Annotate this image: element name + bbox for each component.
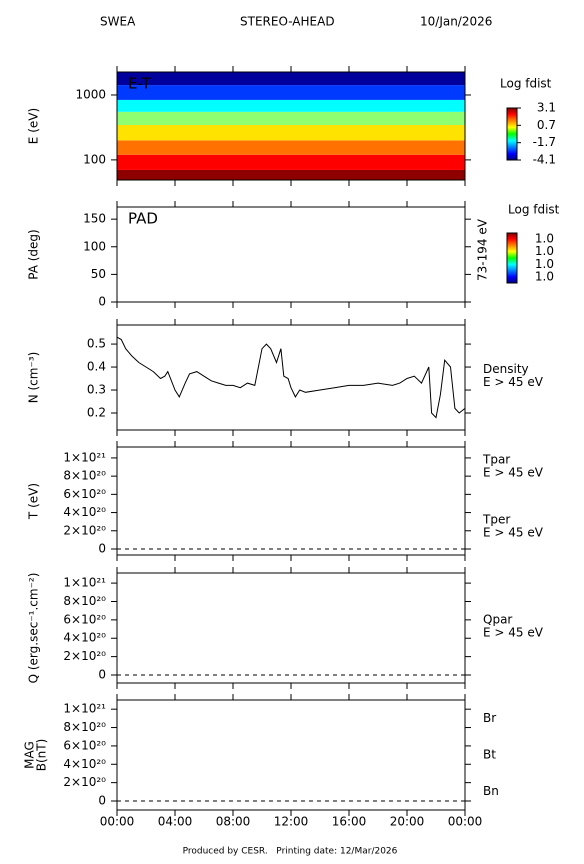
x-tick-label: 00:00: [100, 815, 135, 829]
y-axis-label: E (eV): [27, 108, 41, 144]
y-tick-label: 0.3: [87, 383, 106, 397]
colorbar-tick-label: 3.1: [537, 101, 556, 115]
y-axis-label: PA (deg): [27, 229, 41, 279]
spectrogram-band: [117, 169, 465, 180]
y-axis-label: N (cm⁻³): [27, 352, 41, 404]
y-tick-label: 1×10²¹: [63, 702, 106, 716]
spectrogram-band: [117, 99, 465, 112]
panel-annotation: E-T: [128, 75, 152, 93]
legend-name: Tpar: [482, 453, 510, 467]
spectrogram-band: [117, 124, 465, 141]
y-tick-label: 50: [91, 267, 106, 281]
colorbar: [506, 232, 518, 284]
y-tick-label: 0: [98, 668, 106, 682]
x-tick-label: 08:00: [216, 815, 251, 829]
y-tick-label: 8×10²⁰: [63, 720, 106, 734]
y-tick-label: 8×10²⁰: [63, 469, 106, 483]
y-tick-label: 0.4: [87, 360, 106, 374]
y-tick-label: 100: [83, 152, 106, 166]
y-axis-label: B(nT): [35, 739, 49, 772]
y-tick-label: 2×10²⁰: [63, 775, 106, 789]
spectrogram-band: [117, 140, 465, 155]
colorbar-tick-label: -4.1: [533, 153, 556, 167]
legend-name: Tper: [482, 513, 510, 527]
x-tick-label: 16:00: [332, 815, 367, 829]
colorbar-label: Log fdist: [500, 77, 552, 91]
colorbar-tick-label: 1.0: [535, 257, 554, 271]
y-tick-label: 0.5: [87, 337, 106, 351]
y-tick-label: 8×10²⁰: [63, 594, 106, 608]
y-tick-label: 4×10²⁰: [63, 631, 106, 645]
colorbar-tick-label: -1.7: [533, 135, 556, 149]
spectrogram-band: [117, 72, 465, 86]
y-tick-label: 2×10²⁰: [63, 649, 106, 663]
spectrogram-band: [117, 85, 465, 100]
spectrogram-band: [117, 154, 465, 170]
panel-frame: [116, 446, 466, 556]
y-tick-label: 4×10²⁰: [63, 757, 106, 771]
y-tick-label: 0.2: [87, 405, 106, 419]
legend-energy: E > 45 eV: [483, 626, 544, 640]
legend-name: Qpar: [483, 613, 512, 627]
y-tick-label: 150: [83, 212, 106, 226]
colorbar-label: Log fdist: [508, 203, 560, 217]
instrument: SWEA: [100, 15, 136, 29]
y-tick-label: 0: [98, 295, 106, 309]
x-tick-label: 04:00: [158, 815, 193, 829]
y-tick-label: 1×10²¹: [63, 450, 106, 464]
legend-name: Bn: [483, 784, 499, 798]
panel-frame: [116, 206, 466, 303]
legend-name: Br: [483, 711, 496, 725]
colorbar: [506, 107, 518, 161]
y-tick-label: 1000: [75, 87, 106, 101]
series-line: [116, 336, 466, 419]
y-tick-label: 2×10²⁰: [63, 523, 106, 537]
spacecraft: STEREO-AHEAD: [240, 15, 335, 29]
legend-energy: E > 45 eV: [483, 466, 544, 480]
y-tick-label: 100: [83, 239, 106, 253]
spectrogram-band: [117, 111, 465, 125]
y-tick-label: 0: [98, 541, 106, 555]
panel-frame: [116, 324, 466, 431]
y-axis-label: Q (erg.sec⁻¹.cm⁻²): [27, 573, 41, 684]
x-tick-label: 00:00: [448, 815, 483, 829]
panel-frame: [116, 572, 466, 684]
legend-name: Density: [483, 362, 529, 376]
x-tick-label: 12:00: [274, 815, 309, 829]
colorbar-tick-label: 1.0: [535, 244, 554, 258]
y-tick-label: 6×10²⁰: [63, 487, 106, 501]
colorbar-tick-label: 1.0: [535, 270, 554, 284]
colorbar-tick-label: 1.0: [535, 232, 554, 246]
y-tick-label: 0: [98, 794, 106, 808]
y-tick-label: 4×10²⁰: [63, 505, 106, 519]
panel-annotation: PAD: [128, 210, 158, 228]
energy-range-label: 73-194 eV: [476, 218, 490, 281]
y-tick-label: 6×10²⁰: [63, 612, 106, 626]
date: 10/Jan/2026: [420, 15, 492, 29]
x-tick-label: 20:00: [390, 815, 425, 829]
y-axis-label: MAG: [23, 741, 37, 769]
legend-energy: E > 45 eV: [483, 375, 544, 389]
footer: Produced by CESR. Printing date: 12/Mar/…: [183, 847, 398, 857]
legend-name: Bt: [483, 748, 496, 762]
y-axis-label: T (eV): [27, 483, 41, 520]
legend-energy: E > 45 eV: [483, 526, 544, 540]
y-tick-label: 6×10²⁰: [63, 738, 106, 752]
panel-frame: [116, 699, 466, 811]
colorbar-tick-label: 0.7: [537, 118, 556, 132]
y-tick-label: 1×10²¹: [63, 576, 106, 590]
